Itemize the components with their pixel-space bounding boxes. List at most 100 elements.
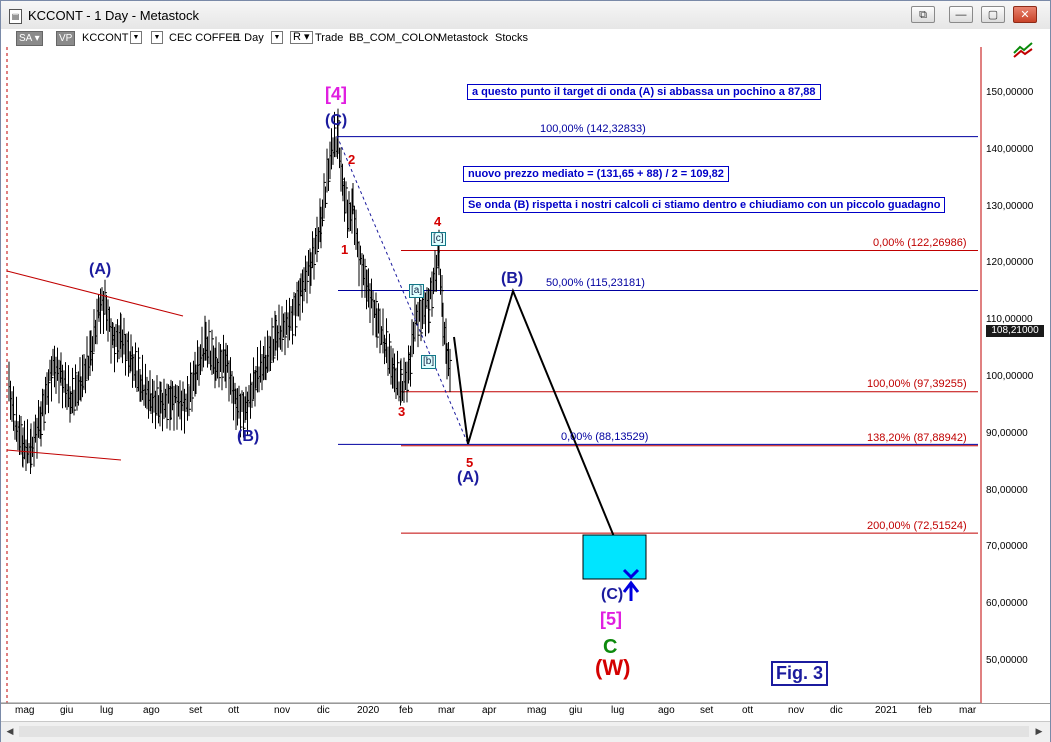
r-button[interactable]: R ▾	[290, 31, 313, 44]
price-bar	[376, 308, 379, 348]
price-bar	[211, 329, 214, 375]
vp-button[interactable]: VP	[56, 31, 76, 46]
price-bar	[187, 375, 190, 421]
month-label: dic	[317, 705, 330, 716]
month-label: lug	[100, 705, 114, 716]
chart-area[interactable]	[1, 47, 1050, 703]
vp-label: VP	[59, 33, 73, 44]
month-label: giu	[60, 705, 74, 716]
trendline-upper	[6, 270, 184, 317]
month-label: ott	[742, 705, 754, 716]
month-label: ago	[143, 705, 160, 716]
wave-label-5: 5	[466, 455, 474, 470]
stocks-label[interactable]: Stocks	[495, 32, 529, 44]
price-bar	[292, 299, 295, 345]
chart-toolbar: SA ▾ VP KCCONT ▼ ▼ CEC COFFEE 1 Day ▼ R …	[1, 29, 1050, 47]
price-axis-label: 130,00000	[986, 200, 1034, 212]
trade-label[interactable]: Trade	[315, 32, 344, 44]
price-bar	[295, 293, 298, 337]
wave-label-a-left: (A)	[89, 261, 112, 278]
price-bar	[397, 350, 400, 396]
sa-label: SA	[19, 33, 32, 44]
price-bar	[449, 348, 452, 393]
trendline-lower	[6, 449, 122, 461]
price-bar	[328, 158, 331, 192]
month-label: lug	[611, 705, 625, 716]
scroll-right-icon[interactable]: ▶	[1035, 726, 1043, 736]
price-bar	[43, 389, 46, 431]
price-bar	[114, 326, 117, 373]
maximize-button[interactable]: ▢	[981, 6, 1005, 23]
price-bar	[337, 108, 340, 154]
security-dropdown[interactable]: ▼	[151, 31, 163, 44]
scroll-track[interactable]	[19, 726, 1029, 737]
r-label: R	[293, 31, 301, 43]
close-button[interactable]: ✕	[1013, 6, 1037, 23]
month-label: set	[700, 705, 714, 716]
price-bar	[243, 392, 246, 438]
symbol-dropdown[interactable]: ▼	[130, 31, 142, 44]
price-bar	[306, 261, 309, 304]
horizontal-scrollbar[interactable]: ◀ ▶	[1, 721, 1050, 742]
subwave-label-b: [b]	[421, 355, 437, 369]
metastock-label[interactable]: Metastock	[438, 32, 489, 44]
price-axis-label: 80,00000	[986, 484, 1028, 496]
wave-label-c-target: (C)	[601, 586, 624, 603]
price-bar	[218, 342, 221, 388]
price-bar	[345, 181, 348, 213]
month-label: mag	[15, 705, 35, 716]
wave-label-1: 1	[341, 242, 349, 257]
restore-layout-button[interactable]: ⧉	[911, 6, 935, 23]
price-bar	[431, 271, 434, 317]
scroll-left-icon[interactable]: ◀	[6, 726, 14, 736]
price-chart[interactable]	[1, 1, 1050, 703]
sa-button[interactable]: SA ▾	[16, 31, 43, 46]
fib-upper-100-label: 100,00% (142,32833)	[540, 123, 646, 135]
price-bar	[316, 216, 319, 263]
price-bar	[240, 393, 243, 438]
price-bar	[271, 317, 274, 361]
price-bar	[375, 292, 378, 338]
month-label: mar	[959, 705, 977, 716]
month-label: ott	[228, 705, 240, 716]
window-title: KCCONT - 1 Day - Metastock	[28, 8, 199, 23]
price-bar	[273, 338, 276, 363]
minimize-button[interactable]: —	[949, 6, 973, 23]
price-bar	[208, 319, 211, 365]
figure-label: Fig. 3	[771, 661, 829, 686]
price-bar	[436, 254, 439, 292]
datafolder-label[interactable]: BB_COM_COLON	[349, 32, 441, 44]
price-bars	[8, 108, 452, 474]
price-bar	[51, 356, 54, 402]
symbol-label: KCCONT	[82, 32, 129, 44]
price-bar	[323, 173, 326, 219]
price-bar	[85, 358, 88, 394]
price-bar	[75, 364, 78, 407]
month-label: nov	[274, 705, 291, 716]
wave-label-c-top: (C)	[325, 112, 348, 129]
month-label: mag	[527, 705, 547, 716]
price-bar	[386, 318, 389, 364]
price-bar	[428, 288, 431, 333]
price-bar	[191, 372, 194, 412]
price-axis-label: 60,00000	[986, 598, 1028, 610]
period-dropdown[interactable]: ▼	[271, 31, 283, 44]
fib-upper-50-label: 50,00% (115,23181)	[546, 277, 645, 289]
price-bar	[20, 415, 23, 455]
price-axis-label: 50,00000	[986, 655, 1028, 666]
note-target: a questo punto il target di onda (A) si …	[467, 84, 821, 100]
chart-trend-icon	[1013, 42, 1033, 58]
month-label: dic	[830, 705, 843, 716]
month-label: nov	[788, 705, 805, 716]
buy-arrow-icon	[622, 568, 640, 601]
month-label: feb	[918, 705, 932, 716]
subwave-label-a: [a]	[409, 284, 425, 298]
price-axis-label: 100,00000	[986, 371, 1034, 382]
wave-label-5-big: [5]	[600, 609, 622, 629]
price-bar	[251, 381, 254, 408]
month-label: set	[189, 705, 203, 716]
price-bar	[420, 299, 423, 342]
wave-label-b-left: (B)	[237, 428, 260, 445]
wave-label-2: 2	[348, 152, 356, 167]
